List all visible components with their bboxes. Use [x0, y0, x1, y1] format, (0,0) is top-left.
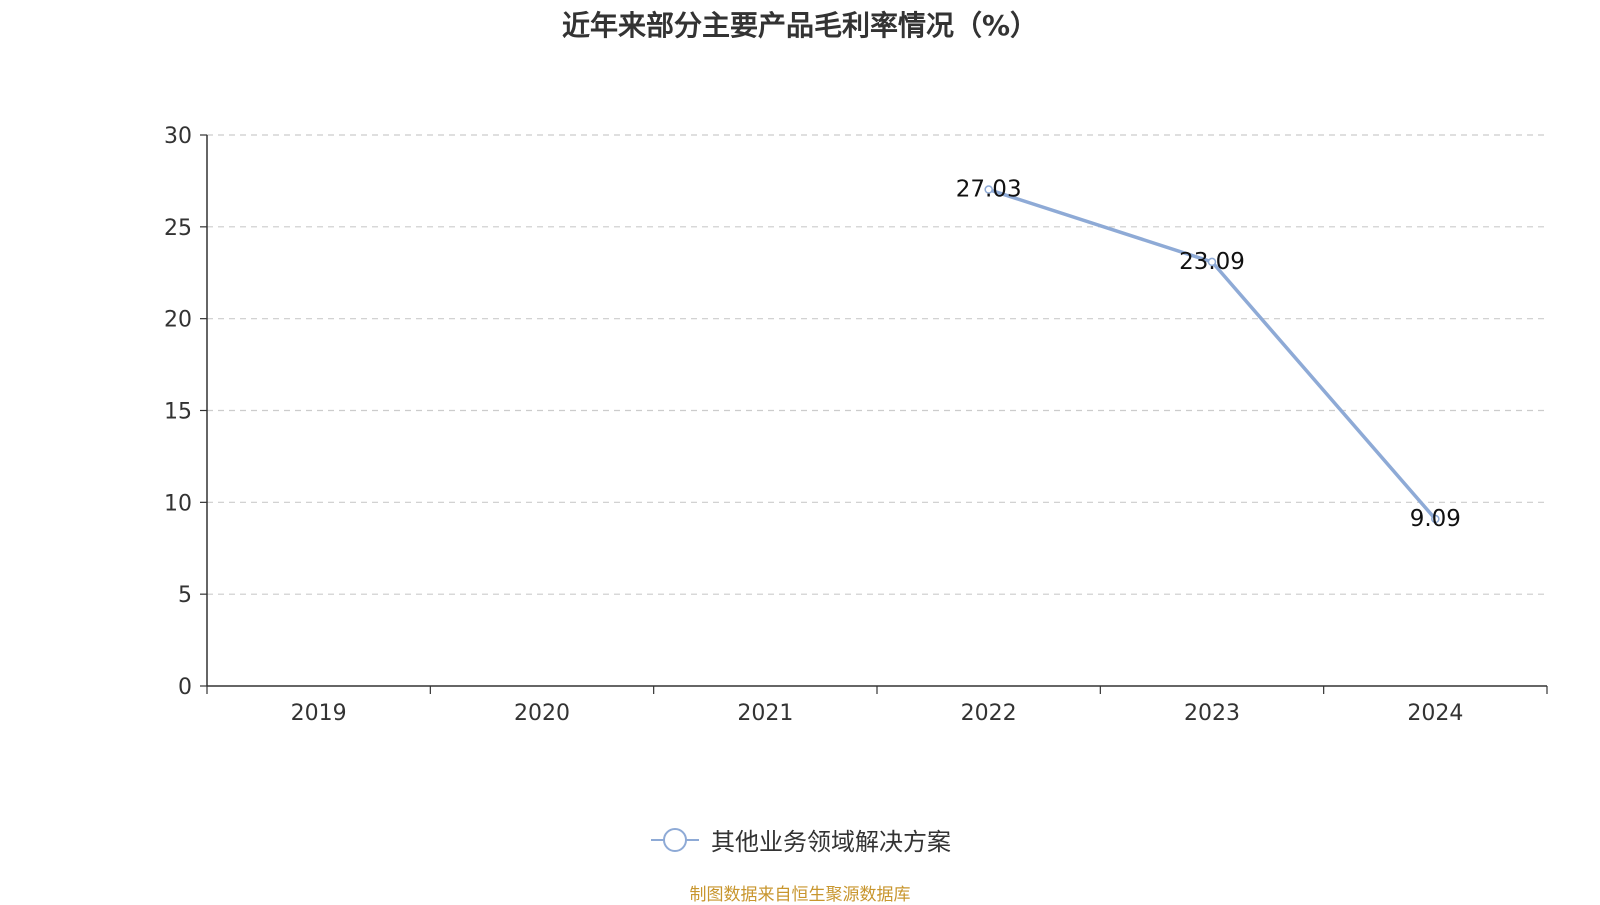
line-chart: 0 5 10 15 20 25 30 2019 2020 2021 2022 2023 2024 27.… — [164, 124, 1548, 726]
data-point — [1207, 257, 1217, 267]
chart-title: 近年来部分主要产品毛利率情况（%） — [561, 9, 1039, 42]
y-tick-label: 0 — [178, 675, 192, 700]
y-tick-label: 30 — [164, 124, 192, 149]
y-tick-label: 15 — [164, 400, 192, 425]
axes: 0 5 10 15 20 25 30 2019 2020 2021 2022 2023 2024 — [164, 124, 1548, 726]
legend-line-circle-icon — [651, 827, 699, 852]
legend[interactable]: 其他业务领域解决方案 — [0, 822, 1600, 860]
data-labels: 27.03 23.09 9.09 — [956, 177, 1461, 532]
series-polyline — [988, 187, 1437, 521]
legend-label: 其他业务领域解决方案 — [711, 828, 951, 856]
y-tick-label: 5 — [178, 583, 192, 608]
x-tick-label: 2024 — [1407, 701, 1463, 726]
x-tick-label: 2023 — [1184, 701, 1240, 726]
data-label: 23.09 — [1179, 249, 1245, 275]
data-label: 9.09 — [1410, 506, 1461, 532]
x-tick-label: 2022 — [961, 701, 1017, 726]
y-tick-label: 25 — [164, 216, 192, 241]
y-tick-label: 10 — [164, 491, 192, 516]
series-line — [984, 185, 1440, 524]
x-tick-label: 2020 — [514, 701, 570, 726]
data-label: 27.03 — [956, 177, 1022, 203]
data-point — [1431, 514, 1440, 524]
grid-lines — [207, 134, 1547, 595]
x-tick-label: 2019 — [291, 701, 347, 726]
source-note: 制图数据来自恒生聚源数据库 — [689, 885, 911, 905]
data-point — [984, 185, 993, 194]
x-tick-label: 2021 — [737, 701, 793, 726]
y-tick-label: 20 — [164, 308, 192, 333]
